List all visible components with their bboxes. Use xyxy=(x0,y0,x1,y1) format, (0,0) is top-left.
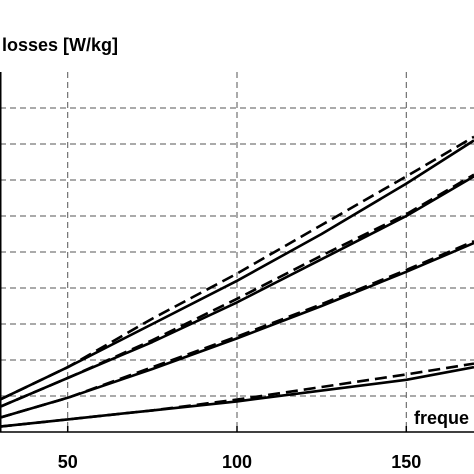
grid-layer xyxy=(0,72,474,432)
x-tick-label: 150 xyxy=(391,452,421,472)
x-tick-label: 50 xyxy=(58,452,78,472)
x-axis-label: freque xyxy=(414,408,469,428)
series-layer xyxy=(0,135,474,428)
tick-layer: 50 100 150 xyxy=(58,426,421,472)
series-line-8-dashed xyxy=(0,362,474,428)
series-line-7-solid xyxy=(0,365,474,428)
series-line-6-dashed xyxy=(0,240,474,419)
x-tick-label: 100 xyxy=(222,452,252,472)
y-axis-label: losses [W/kg] xyxy=(2,35,118,55)
series-line-2-dashed xyxy=(0,135,474,401)
series-line-5-solid xyxy=(0,241,474,419)
series-line-4-dashed xyxy=(0,173,474,408)
